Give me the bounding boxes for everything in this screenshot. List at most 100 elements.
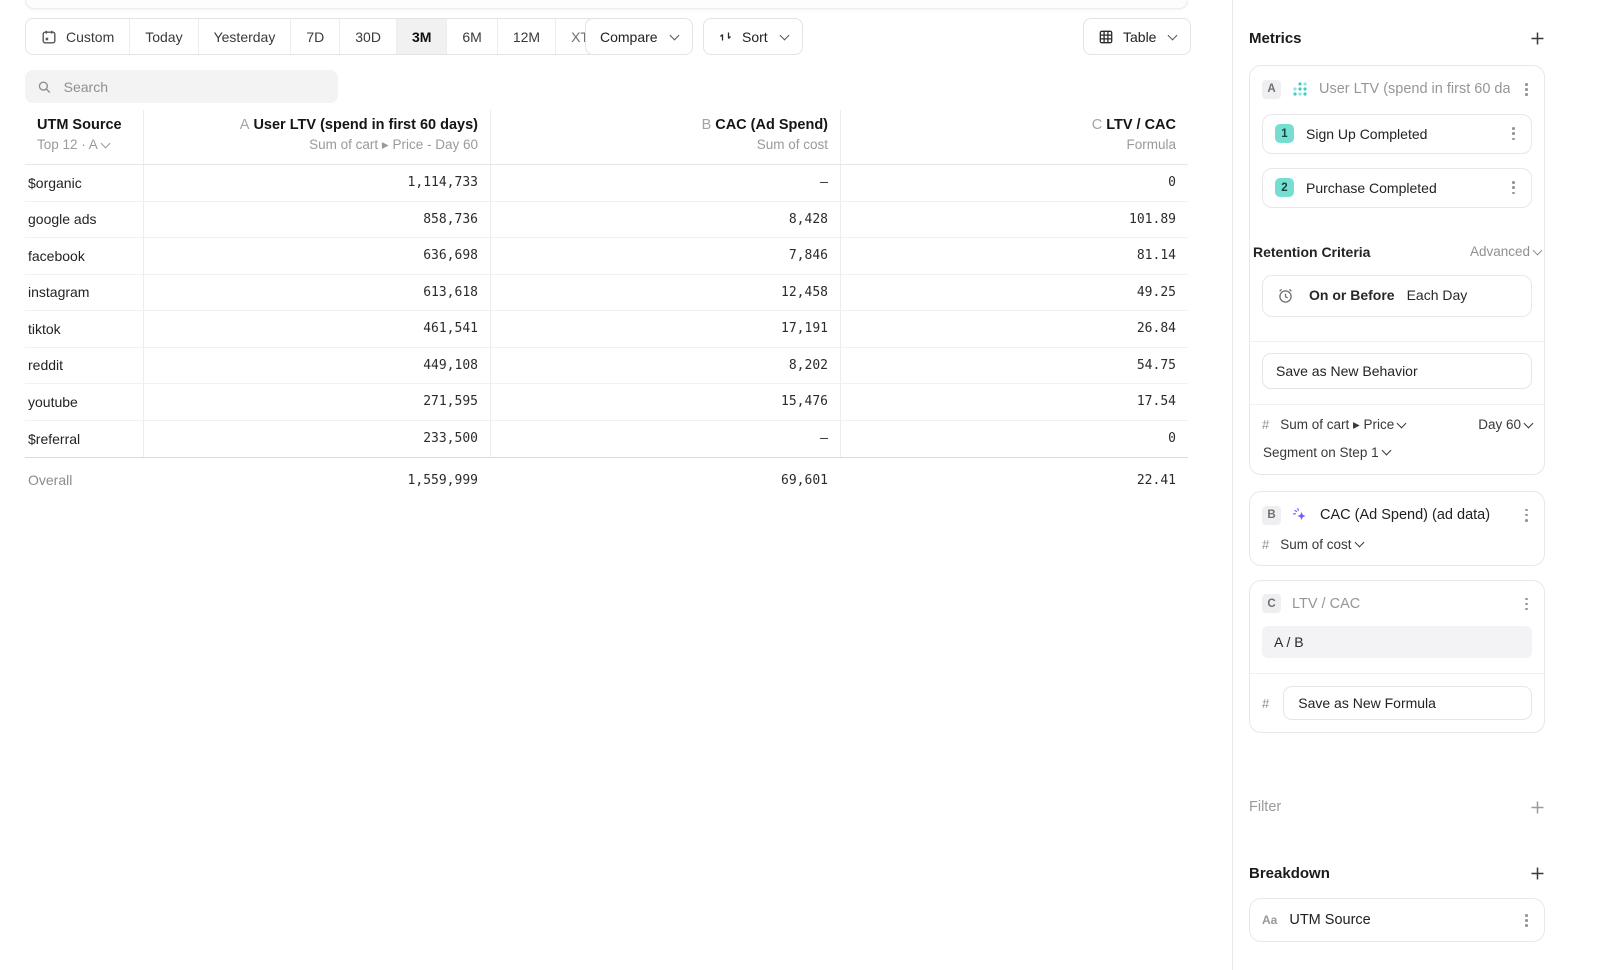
save-behavior-section: Save as New Behavior	[1250, 340, 1544, 404]
date-range-segmented-control: Custom Today Yesterday 7D 30D 3M 6M 12M …	[25, 18, 636, 55]
row-cac-value: 15,476	[490, 384, 840, 420]
segment-on-step-dropdown[interactable]: Segment on Step 1	[1263, 445, 1392, 460]
kebab-menu-icon[interactable]	[1508, 177, 1519, 198]
row-source: tiktok	[28, 320, 61, 337]
string-property-icon: Aa	[1262, 913, 1278, 928]
metrics-section-header: Metrics	[1249, 30, 1545, 47]
aggregation-dropdown[interactable]: # Sum of cost	[1262, 537, 1532, 552]
advanced-dropdown[interactable]: Advanced	[1470, 244, 1543, 259]
table-body: $organic 1,114,733 – 0 google ads 858,73…	[25, 165, 1188, 457]
breakdown-item-utm-source[interactable]: Aa UTM Source	[1249, 898, 1545, 943]
window-dropdown[interactable]: Day 60	[1478, 417, 1534, 432]
date-range-12m[interactable]: 12M	[496, 19, 555, 54]
funnel-step-1[interactable]: 1 Sign Up Completed	[1262, 113, 1532, 154]
add-metric-button[interactable]	[1530, 31, 1545, 46]
add-filter-button[interactable]	[1530, 800, 1545, 815]
column-header-utm-source[interactable]: UTM Source Top 12 · A	[25, 110, 143, 164]
criteria-unit: Each Day	[1406, 286, 1468, 303]
kebab-menu-icon[interactable]	[1521, 79, 1532, 100]
table-row[interactable]: youtube 271,595 15,476 17.54	[25, 384, 1188, 421]
row-source: google ads	[28, 211, 97, 228]
breakdown-section-header: Breakdown	[1249, 865, 1545, 882]
row-cac-value: 8,202	[490, 347, 840, 383]
date-range-yesterday[interactable]: Yesterday	[197, 19, 291, 54]
column-header-metric-a[interactable]: A User LTV (spend in first 60 days) Sum o…	[143, 110, 490, 164]
metrics-title: Metrics	[1249, 30, 1302, 47]
column-title: UTM Source	[37, 117, 122, 133]
chart-card-bottom-edge	[25, 0, 1188, 9]
row-ltv-value: 613,618	[143, 274, 490, 310]
metric-letter-badge: B	[1262, 505, 1281, 525]
row-ratio-value: 49.25	[840, 274, 1188, 310]
metric-a-header[interactable]: A User LTV (spend in first 60 da...	[1250, 66, 1544, 100]
row-ratio-value: 0	[840, 165, 1188, 201]
column-header-metric-c[interactable]: C LTV / CAC Formula	[840, 110, 1188, 164]
overall-ltv-value: 1,559,999	[407, 472, 478, 488]
table-row[interactable]: instagram 613,618 12,458 49.25	[25, 274, 1188, 311]
chevron-down-icon	[1396, 418, 1407, 429]
column-letter: C	[1091, 117, 1103, 133]
overall-ratio-value: 22.41	[1136, 472, 1176, 488]
step-number-badge: 2	[1275, 178, 1294, 198]
breakdown-item-label: UTM Source	[1289, 912, 1371, 929]
search-icon	[38, 80, 51, 93]
table-overall-row: Overall 1,559,999 69,601 22.41	[25, 457, 1188, 502]
metric-card-a: A User LTV (spend in first 60 da... 1 Si…	[1249, 65, 1545, 475]
table-row[interactable]: $organic 1,114,733 – 0	[25, 165, 1188, 202]
chevron-down-icon	[100, 138, 111, 148]
metric-b-header[interactable]: B CAC (Ad Spend) (ad data)	[1250, 492, 1544, 526]
date-range-30d[interactable]: 30D	[339, 19, 396, 54]
table-row[interactable]: facebook 636,698 7,846 81.14	[25, 238, 1188, 275]
date-range-7d[interactable]: 7D	[290, 19, 339, 54]
search-input[interactable]	[61, 77, 326, 96]
table-row[interactable]: reddit 449,108 8,202 54.75	[25, 347, 1188, 384]
kebab-menu-icon[interactable]	[1521, 505, 1532, 526]
view-table-button[interactable]: Table	[1083, 18, 1192, 55]
save-as-new-formula-button[interactable]: Save as New Formula	[1283, 686, 1532, 721]
overall-cac-value: 69,601	[781, 472, 828, 488]
add-breakdown-button[interactable]	[1530, 866, 1545, 881]
sort-button[interactable]: Sort	[703, 18, 803, 55]
overall-label: Overall	[28, 472, 73, 488]
kebab-menu-icon[interactable]	[1521, 910, 1532, 931]
table-row[interactable]: $referral 233,500 – 0	[25, 420, 1188, 457]
chevron-down-icon	[1523, 418, 1534, 429]
search-box[interactable]	[25, 70, 338, 103]
date-range-label: Custom	[66, 28, 115, 45]
row-cac-value: 8,428	[490, 201, 840, 237]
metric-c-name: LTV / CAC	[1292, 595, 1361, 612]
row-ltv-value: 461,541	[143, 311, 490, 347]
row-ltv-value: 636,698	[143, 238, 490, 274]
funnel-step-2[interactable]: 2 Purchase Completed	[1262, 167, 1532, 208]
retention-criteria-row[interactable]: On or Before Each Day	[1262, 274, 1532, 317]
formula-input[interactable]: A / B	[1262, 626, 1532, 659]
row-source: youtube	[28, 393, 78, 410]
table-row[interactable]: tiktok 461,541 17,191 26.84	[25, 311, 1188, 348]
row-ratio-value: 101.89	[840, 201, 1188, 237]
date-range-today[interactable]: Today	[129, 19, 197, 54]
column-header-metric-b[interactable]: B CAC (Ad Spend) Sum of cost	[490, 110, 840, 164]
row-source: instagram	[28, 284, 90, 301]
query-builder-sidebar: Metrics A User LTV (spend in first 60 da…	[1232, 0, 1600, 970]
kebab-menu-icon[interactable]	[1508, 123, 1519, 144]
row-source: reddit	[28, 357, 64, 374]
aggregation-dropdown[interactable]: # Sum of cart ▸ Price	[1262, 417, 1407, 433]
date-range-3m-selected[interactable]: 3M	[395, 19, 447, 54]
table-row[interactable]: google ads 858,736 8,428 101.89	[25, 201, 1188, 238]
compare-button[interactable]: Compare	[585, 18, 693, 55]
row-limit-dropdown[interactable]: Top 12 · A	[37, 137, 131, 152]
column-title: User LTV (spend in first 60 days)	[253, 117, 478, 133]
row-source: $referral	[28, 430, 81, 447]
metric-c-header[interactable]: C LTV / CAC	[1250, 581, 1544, 615]
metric-a-footer: # Sum of cart ▸ Price Day 60 Segment on …	[1250, 403, 1544, 474]
save-as-new-behavior-button[interactable]: Save as New Behavior	[1262, 352, 1532, 389]
date-range-6m[interactable]: 6M	[446, 19, 496, 54]
row-ratio-value: 26.84	[840, 311, 1188, 347]
row-ltv-value: 271,595	[143, 384, 490, 420]
row-ltv-value: 233,500	[143, 420, 490, 457]
row-ratio-value: 81.14	[840, 238, 1188, 274]
date-range-custom[interactable]: Custom	[26, 19, 129, 54]
filter-title: Filter	[1249, 799, 1282, 816]
kebab-menu-icon[interactable]	[1521, 594, 1532, 615]
row-ratio-value: 17.54	[840, 384, 1188, 420]
